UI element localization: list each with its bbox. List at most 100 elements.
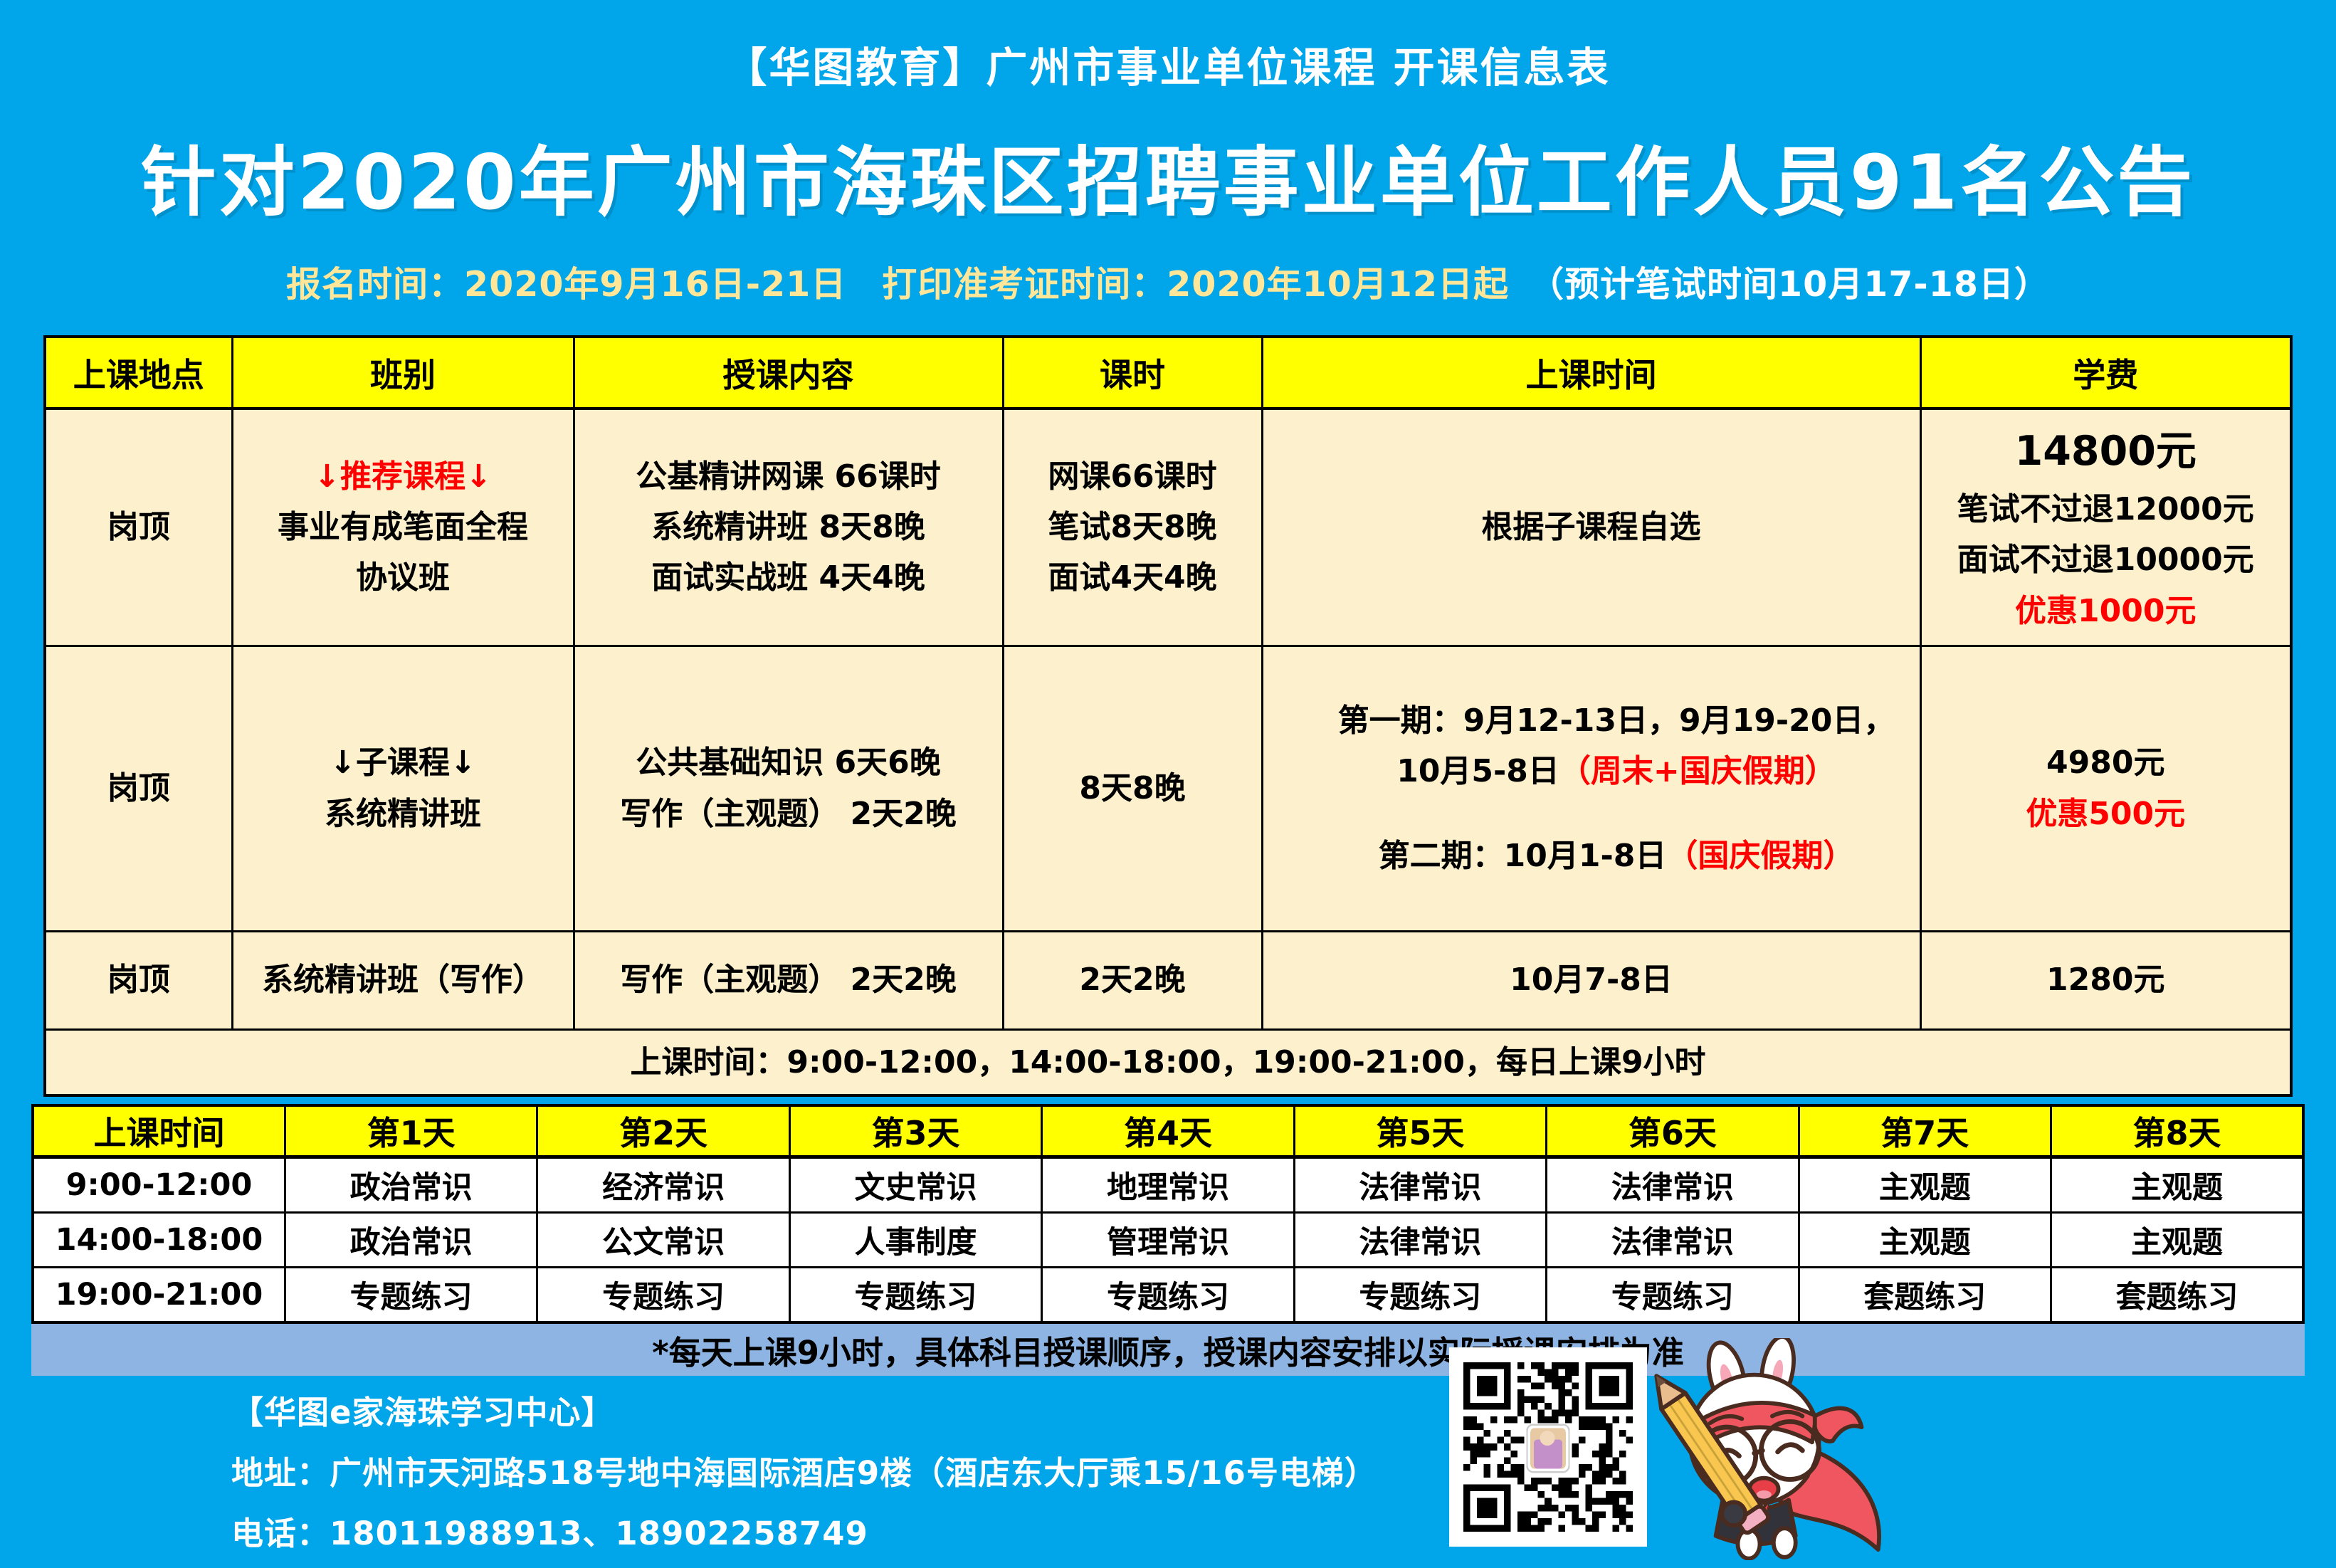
content-line: 系统精讲班 8天8晚 xyxy=(651,509,925,546)
daily-schedule-table: 上课时间 第1天 第2天 第3天 第4天 第5天 第6天 第7天 第8天 9:0… xyxy=(31,1104,2305,1324)
subject-cell: 地理常识 xyxy=(1041,1156,1295,1214)
subject-cell: 政治常识 xyxy=(283,1211,539,1268)
course-info-table: 上课地点 班别 授课内容 课时 上课时间 学费 岗顶 ↓推荐课程↓ 事业有成笔面… xyxy=(43,335,2293,1097)
session2-dates: 第二期：10月1-8日 xyxy=(1378,838,1667,875)
fee-amount: 4980元 xyxy=(2046,744,2165,782)
learning-center-name: 【华图e家海珠学习中心】 xyxy=(231,1394,614,1431)
header-class-time: 上课时间 xyxy=(1261,335,1922,410)
time-slot: 9:00-12:00 xyxy=(31,1156,286,1214)
content-line: 面试实战班 4天4晚 xyxy=(651,559,925,596)
header-location: 上课地点 xyxy=(43,335,233,410)
cell-fee: 14800元 笔试不过退12000元 面试不过退10000元 优惠1000元 xyxy=(1919,407,2293,647)
refund-policy-line: 面试不过退10000元 xyxy=(1957,542,2254,579)
subject-cell: 法律常识 xyxy=(1545,1156,1800,1214)
cell-class-type: ↓推荐课程↓ 事业有成笔面全程 协议班 xyxy=(231,407,575,647)
recommended-course-label: ↓推荐课程↓ xyxy=(314,458,492,495)
header-hours: 课时 xyxy=(1001,335,1263,410)
schedule-row-afternoon: 14:00-18:00 政治常识 公文常识 人事制度 管理常识 法律常识 法律常… xyxy=(31,1211,2305,1268)
content-line: 写作（主观题） 2天2晚 xyxy=(620,795,957,832)
fee-amount: 14800元 xyxy=(2014,427,2196,475)
subject-cell: 管理常识 xyxy=(1041,1211,1295,1268)
header-fee: 学费 xyxy=(1919,335,2293,410)
session1-dates2: 10月5-8日 xyxy=(1396,752,1559,789)
content-line: 公共基础知识 6天6晚 xyxy=(636,744,941,782)
header-time: 上课时间 xyxy=(31,1104,286,1159)
cell-content: 写作（主观题） 2天2晚 xyxy=(572,930,1004,1031)
holiday-note: （周末+国庆假期） xyxy=(1559,752,1836,789)
cell-class-type: 系统精讲班（写作） xyxy=(231,930,575,1031)
schedule-row-morning: 9:00-12:00 政治常识 经济常识 文史常识 地理常识 法律常识 法律常识… xyxy=(31,1156,2305,1214)
schedule-row-evening: 19:00-21:00 专题练习 专题练习 专题练习 专题练习 专题练习 专题练… xyxy=(31,1266,2305,1324)
session1-line: 第一期：9月12-13日，9月19-20日， xyxy=(1315,695,1919,746)
header-day7: 第7天 xyxy=(1797,1104,2053,1159)
subject-cell: 主观题 xyxy=(2050,1156,2305,1214)
page-title-small: 【华图教育】广州市事业单位课程 开课信息表 xyxy=(725,43,1611,92)
poster-header: 【华图教育】广州市事业单位课程 开课信息表 针对2020年广州市海珠区招聘事业单… xyxy=(0,0,2336,307)
table-row: 岗顶 ↓推荐课程↓ 事业有成笔面全程 协议班 公基精讲网课 66课时 系统精讲班… xyxy=(43,407,2293,647)
cell-fee: 1280元 xyxy=(1919,930,2293,1031)
time-slot: 19:00-21:00 xyxy=(31,1266,286,1324)
subject-cell: 公文常识 xyxy=(536,1211,791,1268)
subject-cell: 专题练习 xyxy=(1041,1266,1295,1324)
course-table-header-row: 上课地点 班别 授课内容 课时 上课时间 学费 xyxy=(43,335,2293,410)
header-day4: 第4天 xyxy=(1041,1104,1295,1159)
subject-cell: 经济常识 xyxy=(536,1156,791,1214)
hours-line: 网课66课时 xyxy=(1048,458,1217,495)
schedule-disclaimer-banner: *每天上课9小时，具体科目授课顺序，授课内容安排以实际授课安排为准 xyxy=(31,1324,2305,1376)
header-class-type: 班别 xyxy=(231,335,575,410)
subject-cell: 人事制度 xyxy=(788,1211,1043,1268)
subject-cell: 法律常识 xyxy=(1293,1156,1548,1214)
session2-line: 第二期：10月1-8日（国庆假期） xyxy=(1315,831,1919,881)
subject-cell: 专题练习 xyxy=(1293,1266,1548,1324)
header-content: 授课内容 xyxy=(572,335,1004,410)
contact-footer: 【华图e家海珠学习中心】 地址：广州市天河路518号地中海国际酒店9楼（酒店东大… xyxy=(231,1387,1377,1568)
qr-code-icon xyxy=(1463,1362,1633,1532)
header-day2: 第2天 xyxy=(536,1104,791,1159)
header-day5: 第5天 xyxy=(1293,1104,1548,1159)
subject-cell: 法律常识 xyxy=(1545,1211,1800,1268)
discount-label: 优惠500元 xyxy=(2026,795,2186,832)
phone-line: 电话：18011988913、18902258749 xyxy=(231,1515,868,1552)
subject-cell: 法律常识 xyxy=(1293,1211,1548,1268)
page-title-main: 针对2020年广州市海珠区招聘事业单位工作人员91名公告 xyxy=(140,139,2196,226)
header-day8: 第8天 xyxy=(2050,1104,2305,1159)
subject-cell: 专题练习 xyxy=(536,1266,791,1324)
cell-location: 岗顶 xyxy=(43,407,233,647)
cell-hours: 8天8晚 xyxy=(1001,644,1263,932)
cell-class-time: 根据子课程自选 xyxy=(1261,407,1922,647)
subject-cell: 主观题 xyxy=(2050,1211,2305,1268)
cell-fee: 4980元 优惠500元 xyxy=(1919,644,2293,932)
class-hours-note-row: 上课时间：9:00-12:00，14:00-18:00，19:00-21:00，… xyxy=(43,1028,2293,1097)
header-day6: 第6天 xyxy=(1545,1104,1800,1159)
class-name-line: 事业有成笔面全程 xyxy=(278,509,528,546)
hours-line: 面试4天4晚 xyxy=(1048,559,1217,596)
schedule-header-row: 上课时间 第1天 第2天 第3天 第4天 第5天 第6天 第7天 第8天 xyxy=(31,1104,2305,1159)
qr-center-avatar xyxy=(1526,1424,1570,1473)
refund-policy-line: 笔试不过退12000元 xyxy=(1957,491,2254,528)
class-name-line: 协议班 xyxy=(356,559,450,596)
cell-content: 公基精讲网课 66课时 系统精讲班 8天8晚 面试实战班 4天4晚 xyxy=(572,407,1004,647)
subject-cell: 主观题 xyxy=(1797,1211,2053,1268)
subject-cell: 套题练习 xyxy=(1797,1266,2053,1324)
hours-line: 笔试8天8晚 xyxy=(1048,509,1217,546)
subject-cell: 专题练习 xyxy=(1545,1266,1800,1324)
subject-cell: 套题练习 xyxy=(2050,1266,2305,1324)
cell-class-type: ↓子课程↓ 系统精讲班 xyxy=(231,644,575,932)
class-hours-note: 上课时间：9:00-12:00，14:00-18:00，19:00-21:00，… xyxy=(43,1028,2293,1097)
rabbit-mascot-icon xyxy=(1654,1335,1881,1561)
subject-cell: 专题练习 xyxy=(788,1266,1043,1324)
cell-content: 公共基础知识 6天6晚 写作（主观题） 2天2晚 xyxy=(572,644,1004,932)
subject-cell: 文史常识 xyxy=(788,1156,1043,1214)
exam-date-note: （预计笔试时间10月17-18日） xyxy=(1529,264,2050,305)
address-line: 地址：广州市天河路518号地中海国际酒店9楼（酒店东大厅乘15/16号电梯） xyxy=(231,1454,1377,1492)
registration-dates-line: 报名时间：2020年9月16日-21日 打印准考证时间：2020年10月12日起… xyxy=(0,256,2336,307)
session1-line2: 10月5-8日（周末+国庆假期） xyxy=(1315,746,1919,796)
class-name-line: 系统精讲班 xyxy=(325,795,481,832)
subject-cell: 专题练习 xyxy=(283,1266,539,1324)
session1-dates: 第一期：9月12-13日，9月19-20日， xyxy=(1337,702,1895,739)
sub-course-label: ↓子课程↓ xyxy=(330,744,476,782)
discount-label: 优惠1000元 xyxy=(2015,592,2196,629)
cell-location: 岗顶 xyxy=(43,644,233,932)
subject-cell: 主观题 xyxy=(1797,1156,2053,1214)
